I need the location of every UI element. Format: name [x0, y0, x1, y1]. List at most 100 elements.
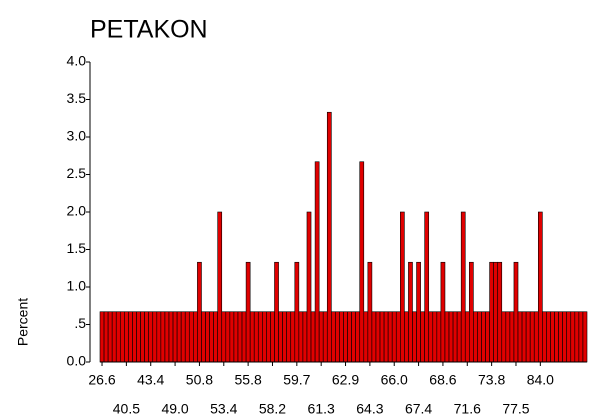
- bar: [404, 311, 409, 363]
- bar: [395, 311, 401, 363]
- bar: [550, 311, 555, 363]
- bar: [448, 311, 454, 363]
- bar: [570, 311, 576, 363]
- bar: [322, 311, 328, 363]
- bar: [294, 261, 300, 363]
- bar: [124, 311, 129, 363]
- bar: [213, 311, 218, 363]
- bar: [444, 311, 450, 363]
- bar: [582, 311, 588, 363]
- bar: [533, 311, 539, 363]
- x-tick-label: 58.2: [259, 401, 286, 417]
- bar: [245, 261, 251, 363]
- bar: [262, 311, 267, 363]
- bar: [148, 311, 154, 363]
- bar: [351, 311, 356, 363]
- bar: [529, 311, 535, 363]
- bar: [416, 261, 421, 363]
- x-tick-label: 64.3: [356, 401, 383, 417]
- y-tick-label: 0.0: [67, 353, 87, 369]
- bar: [172, 311, 178, 363]
- bar: [562, 311, 568, 363]
- x-tick-label: 55.8: [235, 372, 262, 388]
- bar: [464, 311, 470, 363]
- bar: [452, 311, 458, 363]
- bar: [493, 261, 499, 363]
- bar: [209, 311, 214, 363]
- bar: [115, 311, 121, 363]
- bar: [156, 311, 162, 363]
- bar: [274, 261, 279, 363]
- bar: [497, 261, 503, 363]
- bar: [521, 311, 527, 363]
- bar: [424, 211, 430, 363]
- bar: [318, 311, 324, 363]
- bar: [566, 311, 572, 363]
- y-tick-label: 2.0: [67, 203, 87, 219]
- bar: [469, 261, 474, 363]
- bar: [387, 311, 393, 363]
- x-tick-label: 73.8: [478, 372, 505, 388]
- bar: [326, 111, 332, 363]
- bar: [436, 311, 442, 363]
- bar: [481, 311, 486, 363]
- bar: [339, 311, 344, 363]
- x-tick-label: 62.9: [332, 372, 359, 388]
- bar: [473, 311, 478, 363]
- bar: [266, 311, 271, 363]
- bar: [221, 311, 227, 363]
- bar: [513, 261, 519, 363]
- bar: [270, 311, 275, 363]
- bar: [188, 311, 194, 363]
- bar: [537, 211, 543, 363]
- bar: [176, 311, 182, 363]
- bar: [574, 311, 580, 363]
- bar: [180, 311, 186, 363]
- bar: [375, 311, 381, 363]
- bar: [359, 161, 365, 363]
- bar: [298, 311, 304, 363]
- bar: [103, 311, 109, 363]
- bar: [217, 211, 223, 363]
- bar: [107, 311, 113, 363]
- bar: [253, 311, 259, 363]
- chart-title: PETAKON: [90, 16, 208, 44]
- bar: [237, 311, 243, 363]
- x-tick-label: 43.4: [137, 372, 164, 388]
- x-tick-label: 59.7: [283, 372, 310, 388]
- bar: [160, 311, 166, 363]
- bar: [119, 311, 125, 363]
- bar: [193, 311, 198, 363]
- bar: [420, 311, 425, 363]
- x-tick-label: 26.6: [88, 372, 115, 388]
- bar: [578, 311, 584, 363]
- bar: [111, 311, 117, 363]
- bar: [229, 311, 235, 363]
- bar: [412, 311, 417, 363]
- bar: [164, 311, 170, 363]
- bar: [241, 311, 247, 363]
- bar: [517, 311, 523, 363]
- bar: [184, 311, 190, 363]
- x-tick-label: 53.4: [210, 401, 237, 417]
- bar: [489, 261, 494, 363]
- bar: [477, 311, 482, 363]
- x-tick-label: 67.4: [405, 401, 432, 417]
- bar: [278, 311, 283, 363]
- y-tick-label: 3.0: [67, 128, 87, 144]
- bar: [432, 311, 438, 363]
- bar: [335, 311, 340, 363]
- bar: [314, 161, 320, 363]
- bar: [310, 311, 316, 363]
- x-tick-label: 50.8: [186, 372, 213, 388]
- bar: [554, 311, 559, 363]
- bar: [363, 311, 369, 363]
- bar: [460, 211, 466, 363]
- y-tick-label: 1.5: [67, 240, 87, 256]
- x-tick-label: 40.5: [113, 401, 140, 417]
- x-tick-label: 77.5: [502, 401, 529, 417]
- bar: [501, 311, 507, 363]
- bar: [331, 311, 336, 363]
- bar: [233, 311, 239, 363]
